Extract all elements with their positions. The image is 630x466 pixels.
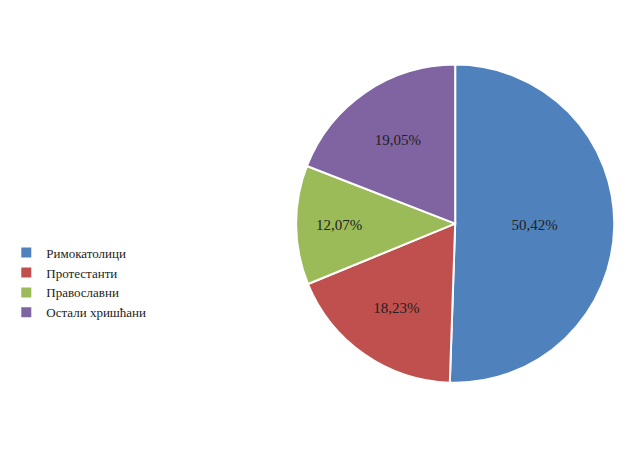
svg-text:18,23%: 18,23% (373, 300, 419, 316)
svg-text:Протестанти: Протестанти (46, 266, 117, 281)
svg-text:Римокатолици: Римокатолици (46, 246, 126, 261)
svg-text:Остали хришћани: Остали хришћани (46, 305, 146, 320)
svg-text:50,42%: 50,42% (512, 217, 558, 233)
svg-text:19,05%: 19,05% (375, 132, 421, 148)
svg-text:12,07%: 12,07% (316, 217, 362, 233)
svg-text:Православни: Православни (46, 285, 119, 300)
